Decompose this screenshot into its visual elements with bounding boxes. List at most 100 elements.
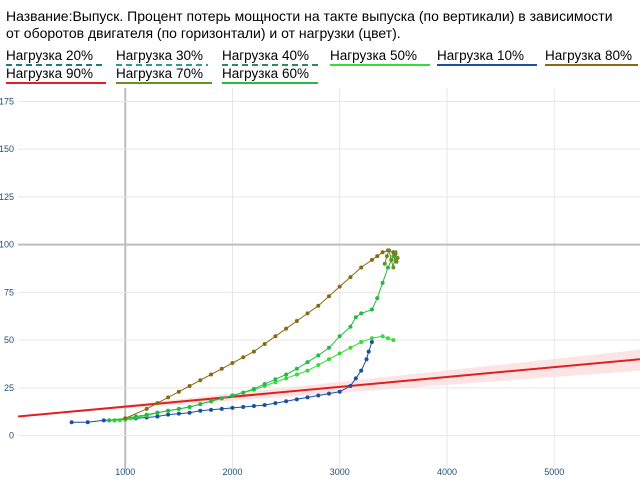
data-point [166, 408, 171, 413]
data-point [385, 265, 390, 270]
legend-swatch [6, 64, 106, 66]
data-point [273, 334, 278, 339]
data-point [327, 294, 331, 299]
data-point [155, 414, 160, 419]
data-point [273, 377, 278, 382]
data-point [284, 326, 289, 331]
data-point [294, 319, 299, 324]
data-point [284, 399, 289, 404]
legend-item: Нагрузка 60% [222, 66, 309, 81]
data-point [369, 340, 374, 345]
data-point [230, 393, 235, 398]
data-point [375, 254, 380, 259]
data-point [176, 406, 181, 411]
data-point [273, 401, 278, 406]
legend-item: Нагрузка 50% [330, 48, 417, 63]
data-point [359, 368, 364, 373]
data-point [393, 250, 398, 255]
x-tick-label: 1000 [115, 467, 135, 477]
data-point [369, 307, 374, 312]
data-point [327, 391, 331, 396]
data-point [294, 366, 299, 371]
data-point [209, 399, 214, 404]
data-point [284, 372, 289, 377]
data-point [337, 334, 342, 339]
y-tick-label: 75 [4, 287, 14, 297]
data-point [107, 418, 112, 423]
data-point [380, 280, 385, 285]
data-point [155, 401, 160, 406]
y-tick-label: 125 [0, 192, 14, 202]
data-point [348, 275, 353, 280]
x-tick-label: 5000 [544, 467, 564, 477]
data-point [241, 404, 246, 409]
data-point [389, 257, 394, 262]
data-point [375, 296, 380, 301]
data-point [112, 418, 117, 423]
data-point [176, 411, 181, 416]
legend-item: Нагрузка 40% [222, 48, 309, 63]
data-point [353, 315, 358, 320]
data-point [176, 389, 181, 394]
legend-item: Нагрузка 80% [545, 48, 632, 63]
data-point [394, 259, 399, 264]
data-point [251, 349, 256, 354]
data-point [337, 351, 342, 356]
data-point [251, 386, 256, 391]
trend-band [18, 349, 640, 417]
series-line [124, 249, 396, 419]
y-tick-label: 150 [0, 144, 14, 154]
data-point [348, 383, 353, 388]
y-tick-label: 0 [9, 431, 14, 441]
data-point [69, 420, 74, 425]
data-point [133, 414, 138, 419]
data-point [101, 418, 106, 423]
data-point [369, 257, 374, 262]
data-point [348, 324, 353, 329]
data-point [305, 311, 310, 316]
data-point [316, 353, 321, 358]
data-point [380, 334, 385, 339]
data-point [369, 336, 374, 341]
data-point [327, 345, 331, 350]
data-point [273, 380, 278, 385]
data-point [359, 265, 364, 270]
data-point [380, 250, 385, 255]
legend-swatch [116, 64, 208, 66]
legend-swatch [222, 64, 318, 66]
y-tick-label: 50 [4, 335, 14, 345]
legend-swatch [6, 82, 106, 84]
x-tick-label: 3000 [330, 467, 350, 477]
data-point [385, 336, 390, 341]
data-point [219, 366, 224, 371]
data-point [209, 407, 214, 412]
data-point [305, 395, 310, 400]
trend-line [17, 358, 640, 418]
x-tick-label: 4000 [437, 467, 457, 477]
data-point [230, 361, 235, 366]
data-point [166, 395, 171, 400]
data-point [294, 372, 299, 377]
data-point [123, 416, 128, 421]
data-point [387, 248, 392, 253]
data-point [198, 408, 203, 413]
legend-swatch [330, 64, 430, 66]
data-point [353, 376, 358, 381]
legend-swatch [437, 64, 537, 66]
data-point [144, 406, 149, 411]
data-point [262, 382, 267, 387]
data-point [359, 340, 364, 345]
data-point [198, 402, 203, 407]
y-tick-label: 25 [4, 383, 14, 393]
legend-item: Нагрузка 70% [116, 66, 203, 81]
data-point [262, 403, 267, 408]
y-tick-label: 100 [0, 240, 14, 250]
data-point [316, 362, 321, 367]
legend-item: Нагрузка 20% [6, 48, 93, 63]
legend-item: Нагрузка 90% [6, 66, 93, 81]
x-tick-label: 2000 [222, 467, 242, 477]
data-point [294, 397, 299, 402]
chart-title: Название:Выпуск. Процент потерь мощности… [6, 8, 613, 41]
data-point [85, 420, 90, 425]
